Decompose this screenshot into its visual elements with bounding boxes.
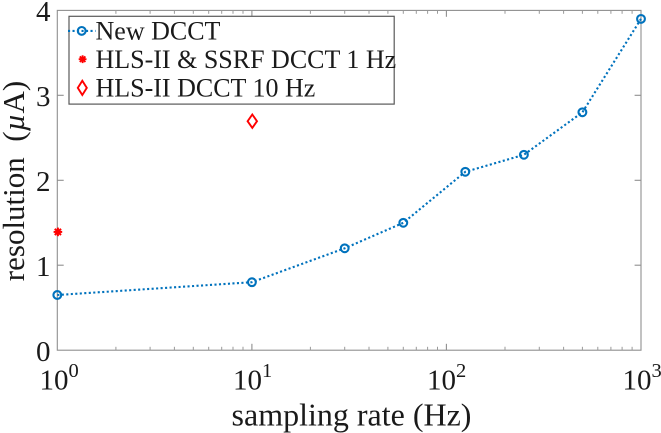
svg-text:sampling rate (Hz): sampling rate (Hz) (232, 397, 472, 433)
svg-text:1: 1 (36, 251, 51, 283)
svg-text:2: 2 (36, 166, 51, 198)
svg-text:HLS-II & SSRF DCCT 1 Hz: HLS-II & SSRF DCCT 1 Hz (96, 45, 397, 74)
svg-text:102: 102 (427, 360, 466, 397)
svg-text:New DCCT: New DCCT (96, 17, 221, 46)
svg-text:resolution (µA): resolution (µA) (0, 81, 31, 281)
svg-text:3: 3 (36, 81, 51, 113)
svg-text:4: 4 (36, 0, 51, 28)
svg-text:0: 0 (36, 336, 51, 368)
svg-text:HLS-II DCCT 10 Hz: HLS-II DCCT 10 Hz (96, 73, 316, 102)
